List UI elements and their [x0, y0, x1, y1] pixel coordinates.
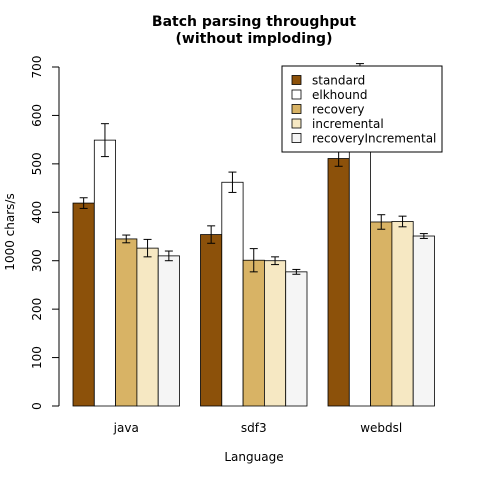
bar-webdsl-incremental: [391, 221, 414, 407]
bar-java-standard: [72, 202, 95, 407]
x-tick-label-sdf3: sdf3: [241, 421, 267, 435]
legend-swatch-incremental: [291, 118, 302, 129]
bar-sdf3-standard: [200, 234, 223, 407]
bar-java-recovery: [115, 238, 138, 407]
x-axis-label: Language: [224, 450, 283, 464]
legend-label-recoveryIncremental: recoveryIncremental: [312, 132, 436, 146]
legend-box: [281, 65, 443, 153]
y-tick-label-5: 500: [30, 152, 44, 175]
y-axis-label: 1000 chars/s: [3, 193, 17, 270]
legend-label-incremental: incremental: [312, 117, 384, 131]
bar-sdf3-recoveryIncremental: [285, 271, 308, 407]
y-tick-label-1: 100: [30, 346, 44, 369]
legend-label-recovery: recovery: [312, 103, 365, 117]
bar-webdsl-recovery: [370, 221, 393, 407]
bar-sdf3-recovery: [242, 259, 265, 407]
x-tick-label-java: java: [113, 421, 139, 435]
chart-title-line-2: (without imploding): [176, 31, 333, 47]
x-tick-label-webdsl: webdsl: [360, 421, 402, 435]
chart-title-line-1: Batch parsing throughput: [152, 14, 356, 30]
legend-swatch-standard: [291, 75, 302, 85]
y-axis: 0 100 200 300 400 500 600 700: [30, 56, 60, 410]
x-axis-tick-labels: java sdf3 webdsl: [113, 421, 403, 435]
bar-java-recoveryIncremental: [157, 255, 180, 407]
y-tick-label-0: 0: [30, 402, 44, 410]
bars: [72, 63, 435, 407]
y-tick-label-3: 300: [30, 249, 44, 272]
legend-label-standard: standard: [312, 74, 365, 88]
bar-webdsl-recoveryIncremental: [412, 235, 435, 407]
bar-webdsl-standard: [327, 158, 350, 407]
y-tick-label-6: 600: [30, 104, 44, 127]
y-tick-label-2: 200: [30, 298, 44, 321]
legend-swatch-recovery: [291, 104, 302, 114]
bar-java-elkhound: [93, 139, 117, 407]
y-tick-label-7: 700: [30, 56, 44, 79]
bar-sdf3-incremental: [263, 260, 287, 407]
legend-swatch-recoveryIncremental: [291, 133, 302, 143]
legend: standardelkhoundrecoveryincrementalrecov…: [281, 65, 443, 153]
y-tick-label-4: 400: [30, 201, 44, 224]
legend-label-elkhound: elkhound: [312, 88, 367, 102]
bar-java-incremental: [136, 247, 159, 407]
legend-swatch-elkhound: [291, 89, 302, 100]
bar-sdf3-elkhound: [221, 181, 244, 407]
